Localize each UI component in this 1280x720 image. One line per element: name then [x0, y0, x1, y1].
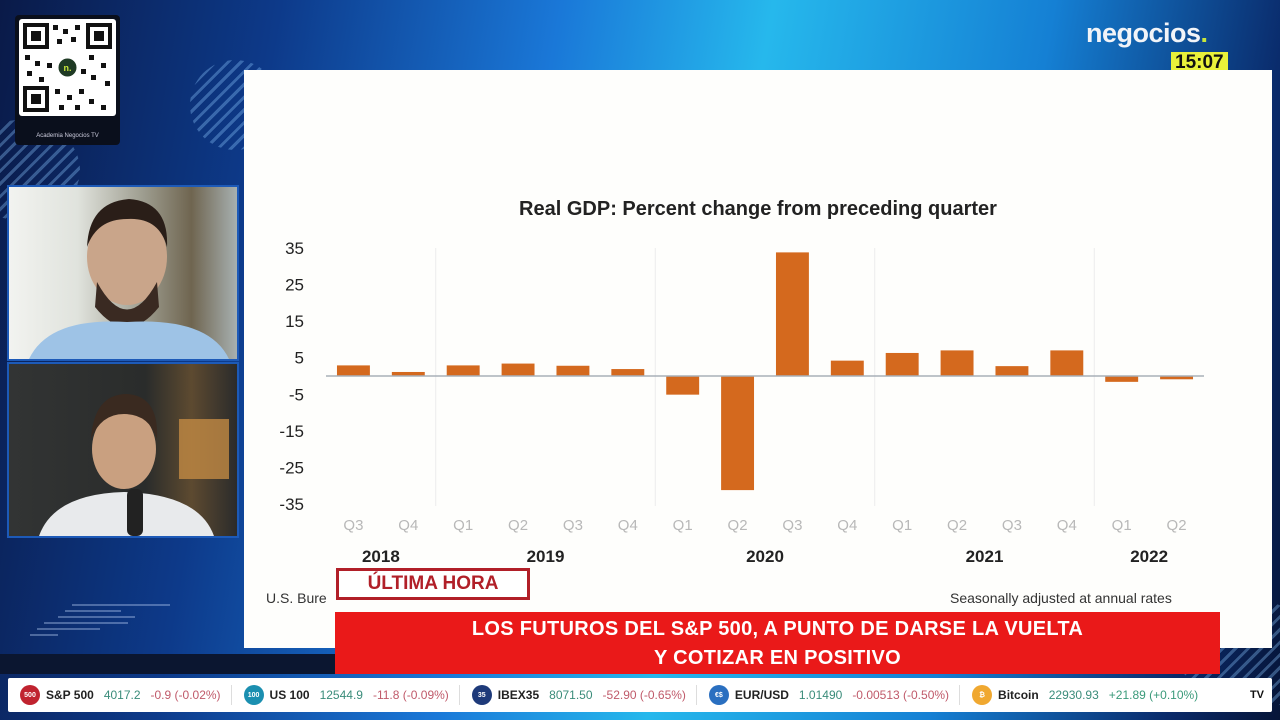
bar [501, 363, 535, 376]
ticker-separator [959, 685, 961, 705]
ticker-symbol-icon: €$ [708, 685, 729, 705]
x-tick-label: Q4 [618, 517, 638, 534]
ticker-change: +21.89 (+0.10%) [1108, 688, 1199, 702]
ticker-item[interactable]: 100 US 100 12544.9 -11.8 (-0.09%) [232, 678, 459, 712]
bar [446, 365, 480, 376]
ticker-value: 1.01490 [798, 688, 843, 702]
ticker-name: US 100 [269, 688, 310, 702]
host-figure-icon [39, 394, 229, 536]
year-label: 2018 [362, 547, 400, 566]
ticker-item[interactable]: ₿ Bitcoin 22930.93 +21.89 (+0.10%) [960, 678, 1208, 712]
logo-dot: . [1200, 18, 1209, 48]
x-tick-label: Q4 [398, 517, 418, 534]
bar [940, 350, 974, 376]
ticker-name: IBEX35 [497, 688, 540, 702]
breaking-news-headline: LOS FUTUROS DEL S&P 500, A PUNTO DE DARS… [335, 612, 1220, 674]
ticker-value: 8071.50 [549, 688, 593, 702]
breaking-news-label: ÚLTIMA HORA [336, 568, 530, 600]
footnote: Seasonally adjusted at annual rates [950, 590, 1172, 606]
x-tick-label: Q4 [837, 517, 857, 534]
ticker-separator [458, 685, 460, 705]
bar [830, 360, 864, 376]
y-tick-label: 25 [285, 276, 304, 295]
qr-caption: Academia Negocios TV [36, 133, 99, 139]
source-note: U.S. Bure [266, 590, 327, 606]
headline-line-1: LOS FUTUROS DEL S&P 500, A PUNTO DE DARS… [471, 618, 1084, 640]
y-tick-label: 35 [285, 239, 304, 258]
year-label: 2019 [527, 547, 565, 566]
year-label: 2021 [966, 547, 1004, 566]
x-tick-label: Q3 [1002, 517, 1022, 534]
bar [336, 365, 370, 376]
bar [995, 366, 1029, 376]
ticker-symbol-icon: 100 [243, 685, 264, 705]
bar [391, 371, 425, 376]
market-ticker: 500 S&P 500 4017.2 -0.9 (-0.02%) 100 US 100 12… [8, 678, 1272, 712]
bar [1160, 376, 1194, 380]
ticker-change: -0.9 (-0.02%) [150, 688, 221, 702]
ticker-name: EUR/USD [734, 688, 789, 702]
ticker-separator [695, 685, 697, 705]
bar [611, 369, 645, 376]
bar [666, 376, 700, 395]
qr-code: n. [19, 19, 116, 116]
ticker-name: S&P 500 [46, 688, 94, 702]
ticker-change: -52.90 (-0.65%) [602, 688, 686, 702]
ticker-change: -0.00513 (-0.50%) [852, 688, 950, 702]
bar [556, 365, 590, 376]
host-video-feed [7, 362, 239, 538]
x-tick-label: Q2 [947, 517, 967, 534]
ticker-value: 4017.2 [103, 688, 141, 702]
x-tick-label: Q4 [1057, 517, 1077, 534]
y-tick-label: -25 [279, 458, 304, 477]
tradingview-logo-icon[interactable]: TV [1249, 689, 1264, 701]
x-tick-label: Q3 [343, 517, 363, 534]
guest-figure-icon [29, 199, 229, 359]
ticker-symbol-icon: ₿ [972, 685, 993, 705]
lower-third-bar [0, 654, 336, 674]
logo-text: negocios [1086, 18, 1201, 48]
x-tick-label: Q2 [728, 517, 748, 534]
x-tick-label: Q2 [508, 517, 528, 534]
clock: 15:07 [1171, 52, 1228, 74]
year-label: 2022 [1130, 547, 1168, 566]
channel-logo: negocios. [1086, 18, 1208, 49]
guest-video-feed [7, 185, 239, 361]
x-tick-label: Q1 [892, 517, 912, 534]
headline-line-2: Y COTIZAR EN POSITIVO [653, 647, 902, 669]
y-tick-label: 15 [285, 312, 304, 331]
x-tick-label: Q1 [1112, 517, 1132, 534]
ticker-name: Bitcoin [998, 688, 1039, 702]
svg-text:n.: n. [64, 63, 72, 73]
year-label: 2020 [746, 547, 784, 566]
ticker-symbol-icon: 500 [20, 685, 40, 705]
x-tick-label: Q1 [453, 517, 473, 534]
bar [721, 376, 755, 491]
y-tick-label: -5 [289, 385, 304, 404]
y-tick-label: -35 [279, 495, 304, 514]
x-tick-label: Q3 [782, 517, 802, 534]
ticker-symbol-icon: 35 [471, 685, 492, 705]
ticker-change: -11.8 (-0.09%) [372, 688, 449, 702]
ticker-item[interactable]: 500 S&P 500 4017.2 -0.9 (-0.02%) [8, 678, 231, 712]
bar [885, 352, 919, 376]
x-tick-label: Q3 [563, 517, 583, 534]
bar [1050, 350, 1084, 376]
ticker-value: 12544.9 [319, 688, 363, 702]
presentation-slide [244, 70, 1272, 648]
qr-code-panel[interactable]: n. Academia Negocios TV [15, 15, 120, 145]
ticker-item[interactable]: 35 IBEX35 8071.50 -52.90 (-0.65%) [460, 678, 696, 712]
ticker-separator [230, 685, 232, 705]
chart-title: Real GDP: Percent change from preceding … [519, 198, 997, 220]
y-tick-label: -15 [279, 422, 304, 441]
x-tick-label: Q2 [1167, 517, 1187, 534]
bar [775, 252, 809, 376]
ticker-item[interactable]: €$ EUR/USD 1.01490 -0.00513 (-0.50%) [697, 678, 959, 712]
ticker-value: 22930.93 [1048, 688, 1099, 702]
gdp-bar-chart: 35 25 15 5 -5 -15 -25 -35 Q3 Q4 Q1 Q2 Q3 Q4 Q1 Q2 Q3 Q4 Q1… [279, 239, 1204, 566]
x-tick-label: Q1 [673, 517, 693, 534]
background-code-decoration [30, 600, 170, 660]
y-tick-label: 5 [295, 349, 304, 368]
bar [1105, 376, 1139, 382]
